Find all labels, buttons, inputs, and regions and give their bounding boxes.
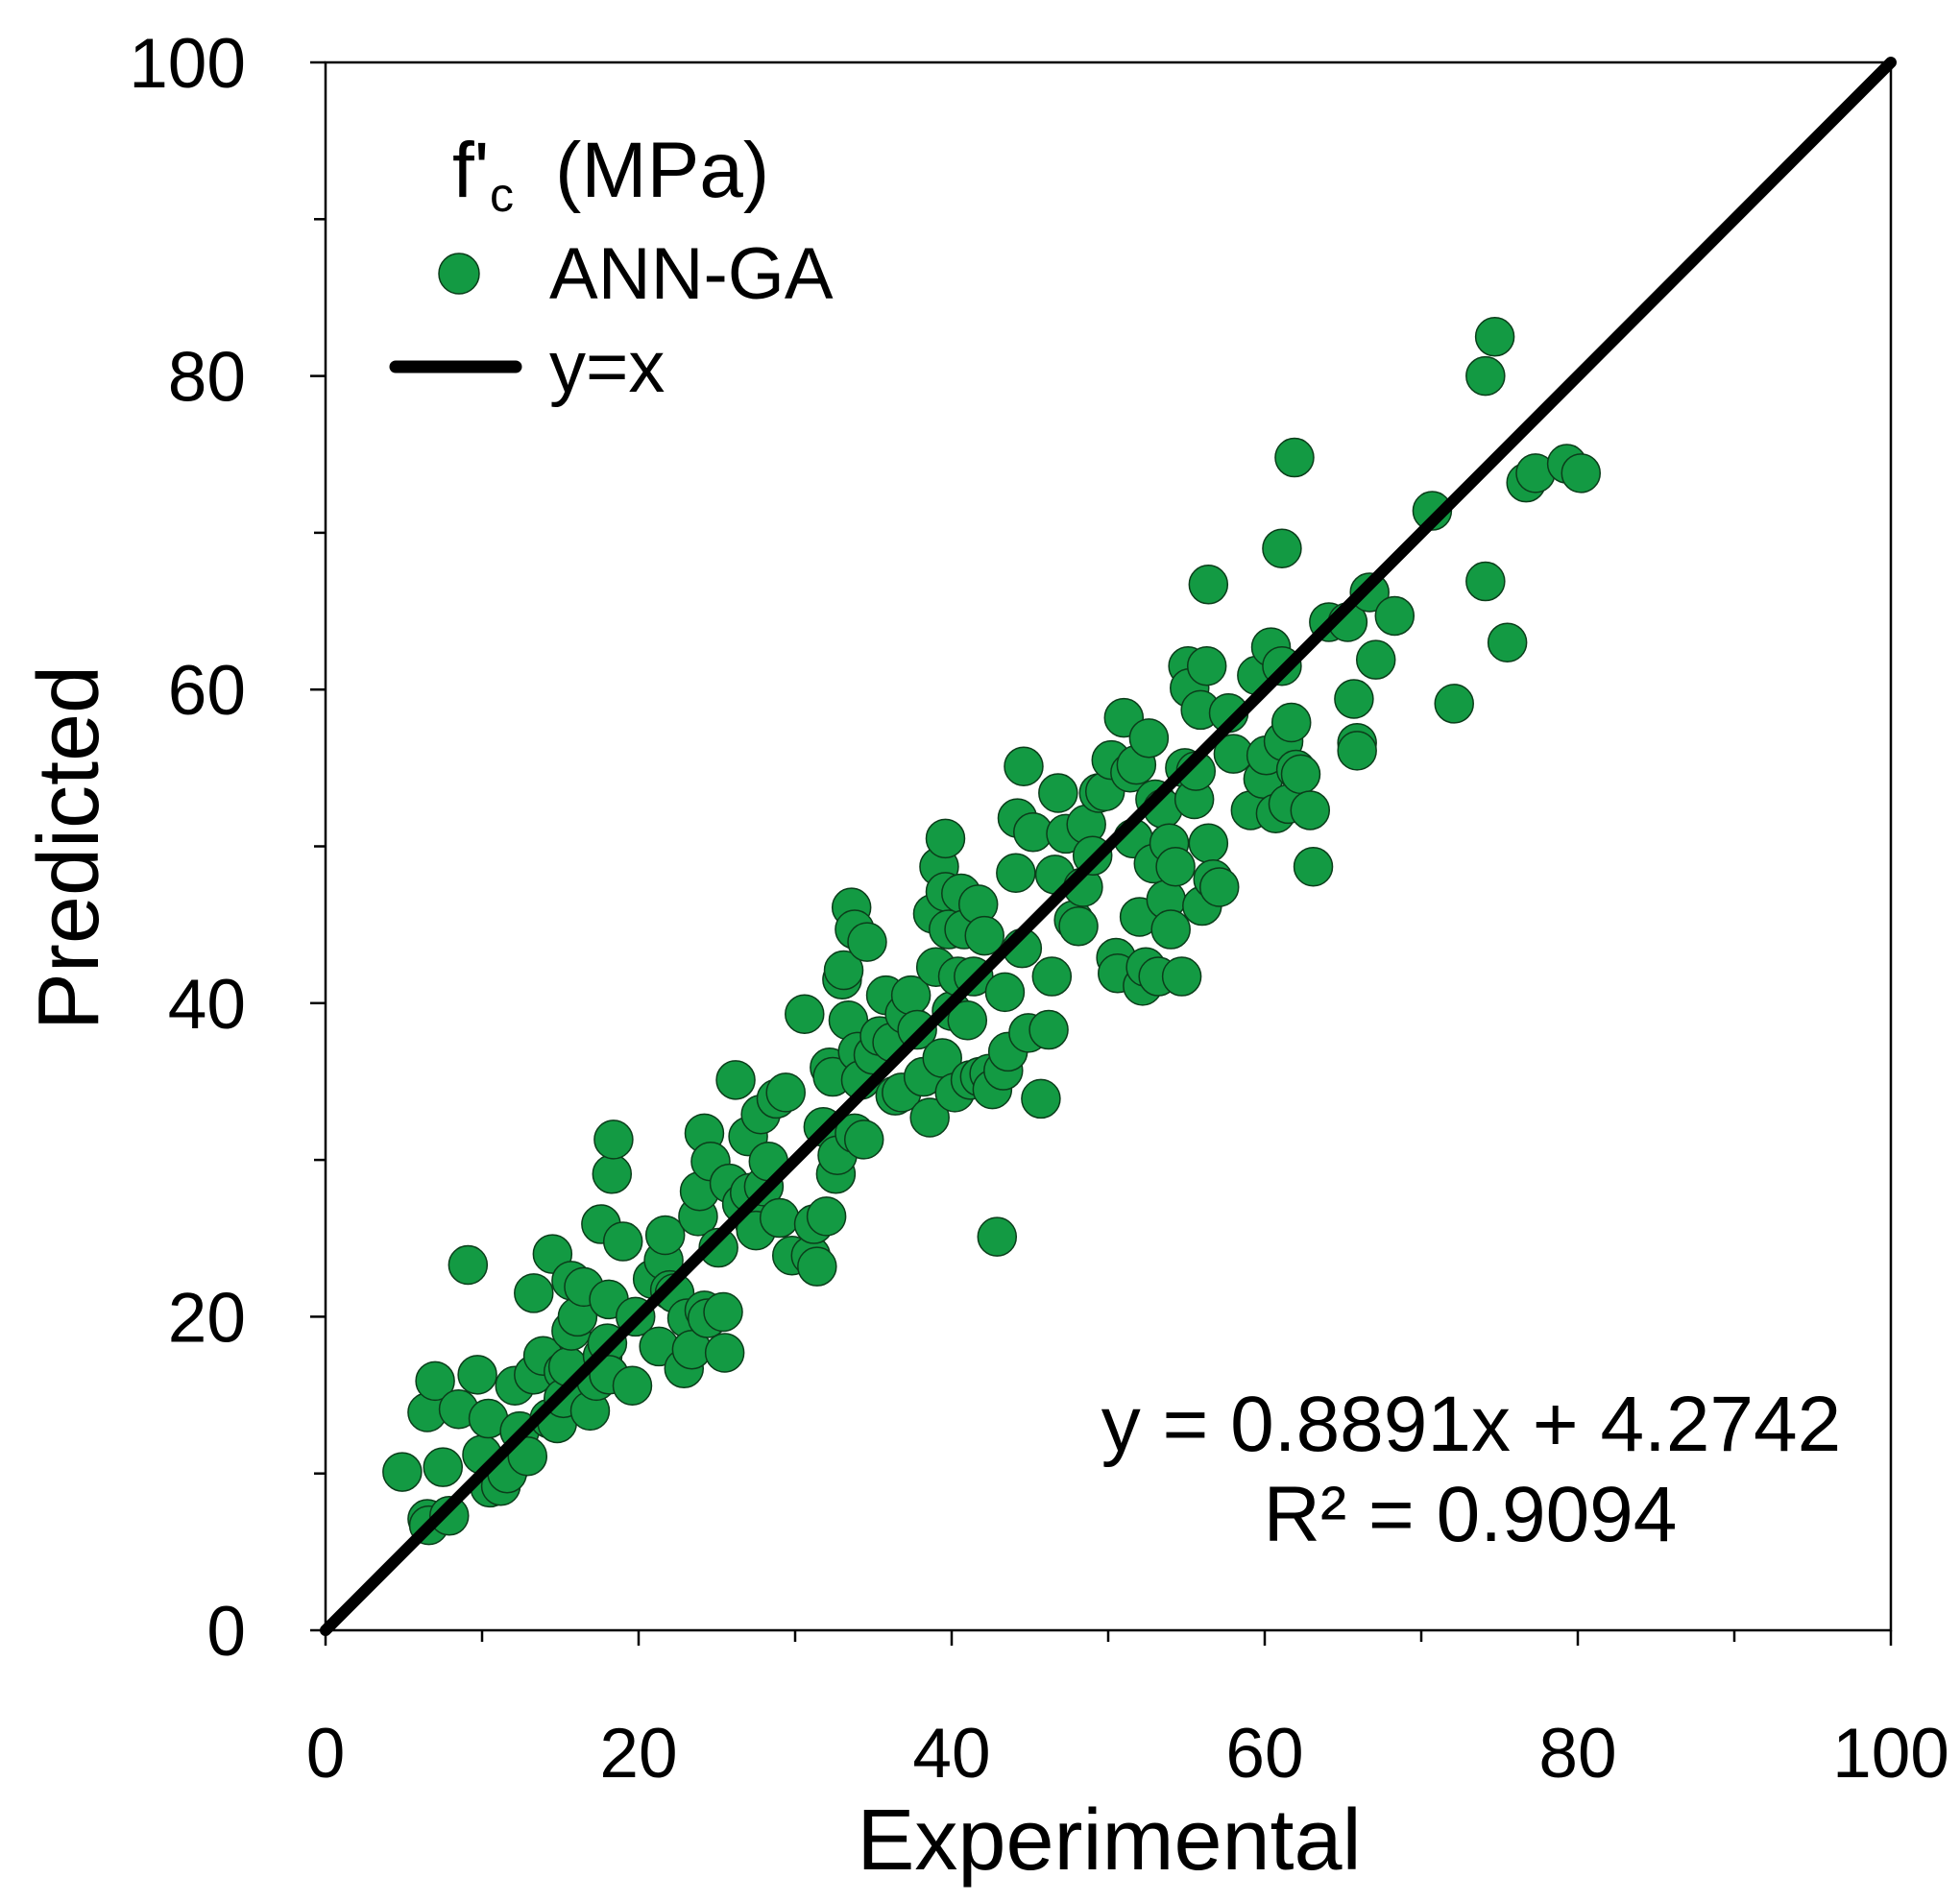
data-point (429, 1496, 470, 1536)
data-point (457, 1355, 497, 1395)
data-point (698, 1227, 738, 1268)
y-axis-title: Predicted (21, 665, 117, 1030)
r-squared: R² = 0.9094 (1264, 1471, 1678, 1558)
data-point (1465, 561, 1506, 602)
y-tick-label: 60 (168, 652, 246, 730)
data-point (1337, 731, 1377, 771)
data-point (1128, 718, 1170, 758)
data-point (1293, 846, 1334, 887)
x-tick-label: 0 (306, 1715, 346, 1793)
data-point (703, 1291, 743, 1333)
axis-ticks (310, 60, 1893, 1646)
data-point (1161, 956, 1202, 997)
legend-marker-ann-ga (438, 253, 480, 295)
data-point (592, 1154, 633, 1194)
y-tick-label: 0 (206, 1593, 246, 1671)
data-point (1280, 754, 1321, 795)
data-point (759, 1197, 800, 1239)
data-point (1262, 528, 1302, 568)
data-point (1274, 437, 1315, 478)
x-tick-label: 40 (912, 1715, 990, 1793)
legend-label-ann-ga: ANN-GA (549, 233, 834, 315)
data-point (715, 1060, 756, 1100)
data-point (847, 922, 887, 962)
data-point (843, 1120, 884, 1160)
data-point (1374, 595, 1416, 637)
data-point (507, 1435, 548, 1477)
axis-tick-labels: 0 20 40 60 80 100 0 20 40 60 80 100 (129, 25, 1949, 1793)
x-tick-label: 80 (1538, 1715, 1616, 1793)
data-point (1290, 790, 1331, 831)
legend-label-identity: y=x (549, 326, 665, 408)
data-point (704, 1333, 745, 1373)
data-point (1058, 906, 1099, 947)
data-point (1021, 1078, 1061, 1120)
data-point (977, 1216, 1018, 1257)
y-tick-label: 40 (168, 966, 246, 1044)
data-point (644, 1215, 686, 1256)
data-point (1188, 565, 1229, 605)
legend-title-subscript: c (490, 168, 514, 222)
data-point (448, 1244, 489, 1286)
data-point (925, 818, 966, 859)
data-point (964, 915, 1004, 956)
data-point (1038, 773, 1078, 813)
data-point (947, 1000, 988, 1041)
data-point (1188, 823, 1229, 863)
data-point (797, 1246, 837, 1287)
legend-title-main: f' (452, 127, 489, 214)
legend-title-unit: (MPa) (555, 127, 769, 214)
data-point (996, 853, 1036, 894)
data-point (1150, 909, 1191, 950)
data-point (1412, 491, 1453, 531)
data-point (602, 1221, 643, 1262)
data-point (1465, 355, 1506, 397)
data-point (1434, 684, 1474, 724)
y-tick-label: 100 (129, 25, 246, 103)
data-point (593, 1120, 634, 1160)
identity-line (320, 57, 1897, 1636)
data-point (382, 1452, 423, 1492)
data-point (785, 994, 825, 1034)
data-point (1334, 679, 1374, 719)
reference-lines (320, 57, 1897, 1636)
data-point (765, 1072, 806, 1113)
x-tick-label: 60 (1225, 1715, 1303, 1793)
data-point (909, 1097, 950, 1138)
data-point (423, 1447, 463, 1487)
data-point (514, 1273, 554, 1313)
data-point (806, 1196, 847, 1237)
regression-equation: y = 0.8891x + 4.2742 (1101, 1381, 1842, 1468)
x-tick-label: 20 (599, 1715, 677, 1793)
x-tick-label: 100 (1832, 1715, 1949, 1793)
data-point (1031, 956, 1073, 997)
data-point (1561, 453, 1602, 494)
x-axis-title: Experimental (857, 1793, 1361, 1889)
legend: f' c (MPa) ANN-GA y=x (389, 127, 834, 408)
plot-frame (324, 60, 1893, 1632)
data-point (1270, 702, 1312, 743)
data-point (984, 972, 1026, 1013)
data-point (1028, 1009, 1069, 1050)
data-point (1487, 622, 1528, 662)
data-point (1355, 639, 1396, 680)
y-tick-label: 20 (168, 1279, 246, 1357)
data-point (1004, 746, 1044, 786)
data-point (415, 1360, 455, 1402)
y-tick-label: 80 (168, 339, 246, 417)
data-point (1155, 846, 1196, 887)
data-point (823, 950, 864, 991)
data-point (612, 1365, 653, 1407)
scatter-points (382, 317, 1602, 1546)
data-point (1474, 317, 1515, 357)
data-point (1186, 645, 1227, 686)
data-point (1198, 867, 1240, 907)
